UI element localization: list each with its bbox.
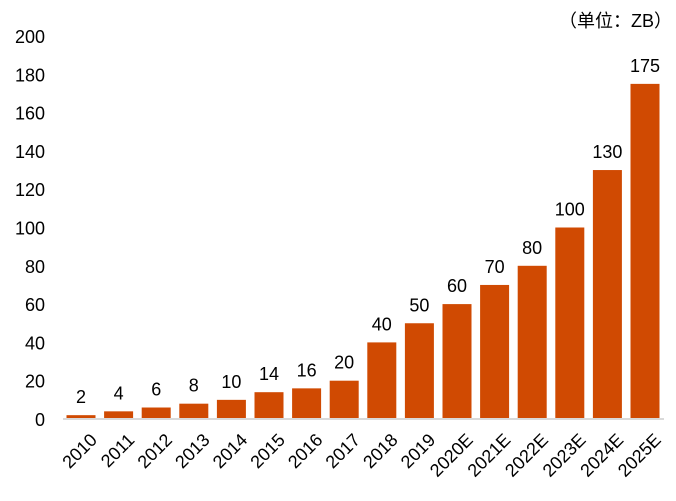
data-label: 100 (555, 200, 585, 220)
bar (517, 265, 547, 419)
bar (592, 170, 622, 419)
y-tick-label: 0 (35, 410, 45, 430)
x-tick-label: 2017 (322, 430, 364, 472)
y-tick-label: 200 (15, 27, 45, 47)
bar (555, 227, 585, 419)
bar (254, 392, 284, 419)
y-tick-label: 100 (15, 219, 45, 239)
data-label: 4 (114, 383, 124, 403)
bar (329, 380, 359, 419)
unit-label: （单位：ZB） (559, 11, 672, 31)
data-label: 10 (221, 372, 241, 392)
bar (480, 284, 510, 419)
bar (104, 411, 134, 419)
x-tick-label: 2016 (284, 430, 326, 472)
y-tick-label: 40 (25, 333, 45, 353)
x-tick-label: 2013 (171, 430, 213, 472)
data-label: 8 (189, 376, 199, 396)
x-tick-label: 2015 (246, 430, 288, 472)
bar (630, 83, 660, 419)
y-tick-label: 140 (15, 142, 45, 162)
x-tick-label: 2025E (614, 430, 665, 481)
x-tick-label: 2014 (209, 430, 251, 472)
bar (367, 342, 397, 419)
y-tick-label: 80 (25, 257, 45, 277)
x-tick-label: 2011 (97, 430, 139, 472)
data-label: 6 (151, 380, 161, 400)
data-label: 40 (372, 314, 392, 334)
data-label: 14 (259, 364, 279, 384)
bar (66, 415, 96, 419)
bar (442, 304, 472, 419)
y-tick-label: 60 (25, 295, 45, 315)
data-label: 175 (630, 56, 660, 76)
x-tick-label: 2010 (58, 430, 100, 472)
y-tick-label: 20 (25, 372, 45, 392)
data-label: 50 (409, 295, 429, 315)
data-label: 80 (522, 238, 542, 258)
y-tick-label: 120 (15, 180, 45, 200)
data-label: 130 (592, 142, 622, 162)
bar (141, 407, 171, 419)
y-tick-label: 160 (15, 104, 45, 124)
x-tick-label: 2012 (134, 430, 176, 472)
bar (179, 403, 209, 419)
data-label: 60 (447, 276, 467, 296)
data-label: 2 (76, 387, 86, 407)
data-label: 70 (485, 257, 505, 277)
bar (216, 399, 246, 419)
y-tick-label: 180 (15, 65, 45, 85)
x-tick-label: 2018 (359, 430, 401, 472)
bar (404, 323, 434, 419)
data-label: 20 (334, 353, 354, 373)
bar (292, 388, 322, 419)
data-label: 16 (297, 360, 317, 380)
